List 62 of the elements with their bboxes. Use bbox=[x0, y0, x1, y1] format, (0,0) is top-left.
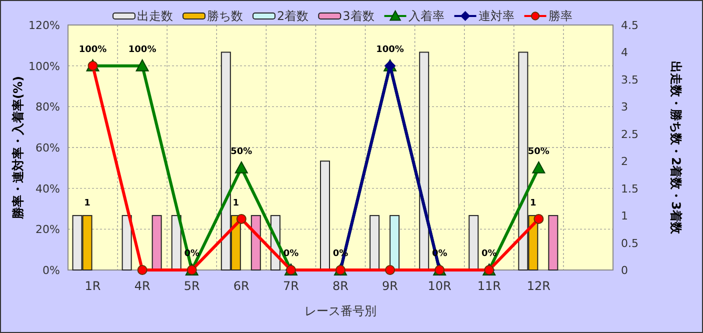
y2-tick-label: 1 bbox=[621, 210, 628, 223]
x-axis-title: レース番号別 bbox=[304, 304, 376, 318]
point bbox=[385, 265, 396, 275]
point bbox=[236, 214, 246, 224]
y-tick-label: 120% bbox=[28, 19, 60, 32]
y2-tick-label: 4.5 bbox=[621, 19, 638, 32]
y-tick-label: 80% bbox=[36, 100, 60, 114]
x-tick-label: 4R bbox=[134, 279, 150, 293]
bar bbox=[171, 215, 182, 270]
x-tick-label: 8R bbox=[332, 279, 348, 293]
legend-label: 出走数 bbox=[137, 9, 173, 23]
point bbox=[136, 59, 149, 72]
point bbox=[534, 214, 544, 224]
bar bbox=[320, 160, 330, 270]
legend-label: 勝率 bbox=[548, 9, 572, 23]
x-tick-label: 5R bbox=[184, 279, 200, 293]
data-label: 1 bbox=[232, 198, 240, 209]
bar bbox=[390, 215, 400, 270]
y-tick-label: 60% bbox=[36, 142, 60, 154]
data-label: 50% bbox=[230, 146, 252, 157]
x-tick-label: 6R bbox=[233, 279, 250, 293]
legend-label: 3着数 bbox=[342, 9, 374, 23]
data-label: 1 bbox=[84, 198, 90, 209]
x-tick-label: 1R bbox=[84, 279, 101, 293]
bar bbox=[468, 215, 479, 270]
x-tick-label: 7R bbox=[282, 279, 299, 293]
data-label: 100% bbox=[78, 44, 107, 55]
point bbox=[234, 161, 248, 174]
y2-tick-label: 3.5 bbox=[621, 73, 638, 86]
y-tick-label: 0% bbox=[42, 264, 60, 277]
y-tick-label: 100% bbox=[28, 60, 60, 73]
y2-tick-label: 4 bbox=[621, 46, 628, 60]
y2-tick-label: 3 bbox=[621, 100, 628, 114]
y2-tick-label: 2.5 bbox=[621, 128, 638, 141]
legend-label: 入着率 bbox=[408, 9, 444, 23]
y2-tick-label: 2 bbox=[621, 155, 628, 168]
point bbox=[137, 265, 148, 275]
legend-label: 2着数 bbox=[277, 9, 309, 23]
y2-axis-title: 出走数・勝ち数・2着数・3着数 bbox=[669, 61, 683, 235]
legend-label: 勝ち数 bbox=[207, 9, 243, 23]
bar bbox=[419, 52, 430, 270]
x-tick-label: 9R bbox=[382, 279, 398, 293]
bar bbox=[370, 215, 380, 270]
bar bbox=[548, 215, 558, 270]
y-tick-label: 40% bbox=[36, 182, 60, 196]
data-label: 1 bbox=[530, 198, 536, 209]
point bbox=[532, 161, 546, 174]
y2-tick-label: 1.5 bbox=[621, 182, 638, 196]
data-label: 100% bbox=[128, 44, 156, 55]
y2-tick-label: 0.5 bbox=[621, 236, 638, 250]
y-tick-label: 20% bbox=[36, 223, 60, 236]
x-tick-label: 11R bbox=[477, 279, 501, 293]
y2-tick-label: 0 bbox=[621, 264, 628, 277]
bar bbox=[152, 215, 162, 270]
data-label: 50% bbox=[528, 146, 550, 157]
x-tick-label: 10R bbox=[428, 279, 452, 293]
legend-label: 連対率 bbox=[478, 9, 514, 23]
x-tick-label: 12R bbox=[526, 279, 550, 293]
y-axis-title: 勝率・連対率・入着率(%) bbox=[11, 76, 25, 220]
bar bbox=[250, 215, 261, 270]
bar bbox=[122, 215, 132, 270]
data-label: 100% bbox=[376, 44, 404, 55]
